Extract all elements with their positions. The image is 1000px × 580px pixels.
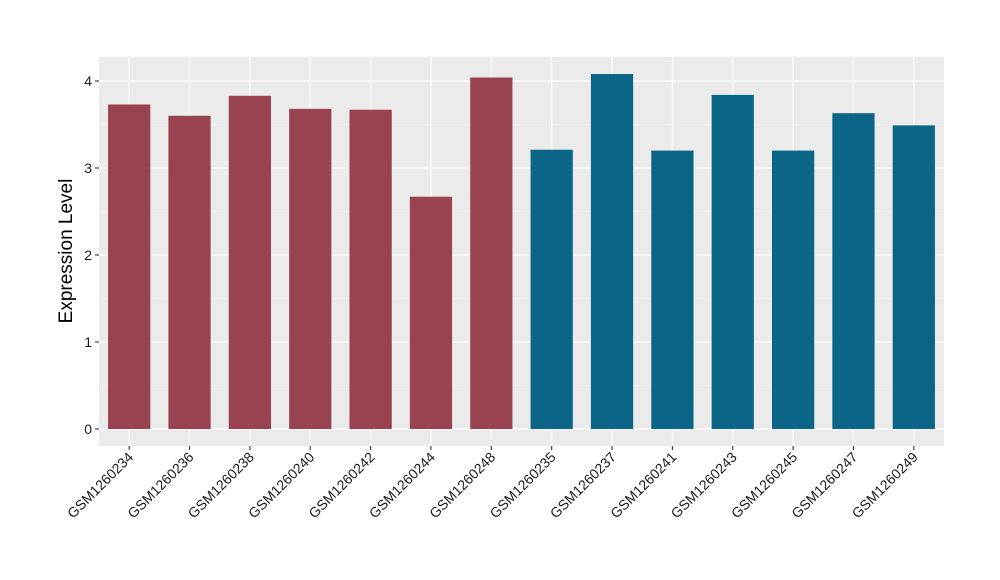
- bar: [409, 196, 453, 429]
- bar: [349, 109, 392, 430]
- y-tick-label: 3: [84, 160, 92, 176]
- plot-panel: [99, 57, 944, 446]
- y-tick-label: 2: [84, 247, 92, 263]
- bar: [711, 94, 754, 430]
- bars: [108, 74, 935, 430]
- bar: [892, 125, 935, 430]
- bar: [108, 104, 151, 430]
- bar: [168, 115, 211, 430]
- bar: [832, 113, 875, 429]
- y-tick-label: 4: [84, 73, 92, 89]
- bar: [228, 95, 272, 429]
- y-tick-label: 1: [84, 334, 92, 350]
- bar: [590, 74, 634, 429]
- bar: [289, 108, 332, 429]
- x-axis: GSM1260234GSM1260236GSM1260238GSM1260240…: [64, 446, 921, 521]
- y-tick-label: 0: [84, 421, 92, 437]
- bar: [530, 149, 573, 430]
- y-axis-title: Expression Level: [56, 179, 77, 324]
- bar: [651, 150, 694, 429]
- y-axis: 0 1 2 3 4: [84, 73, 99, 437]
- bar: [771, 150, 815, 429]
- bar: [470, 77, 513, 430]
